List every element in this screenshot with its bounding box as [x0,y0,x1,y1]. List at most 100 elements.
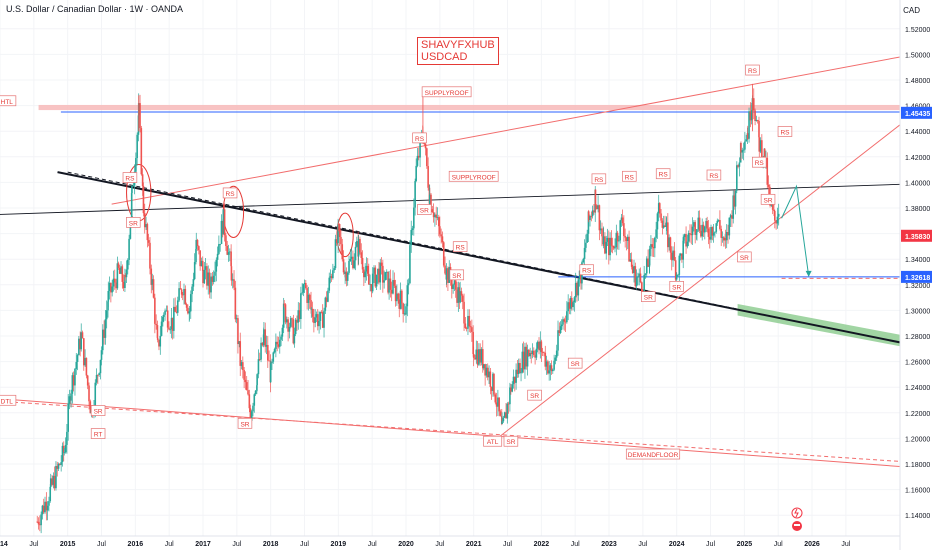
candle [166,310,169,328]
candle [154,297,156,324]
candle [454,280,457,290]
candle [55,465,57,489]
candle [717,220,720,221]
time-tick-label: 2017 [195,541,211,548]
time-tick-label: 2018 [263,541,279,548]
candle [776,216,779,224]
candle [485,367,488,376]
candle [750,110,753,121]
candle [498,397,500,412]
candle [517,362,520,375]
annotation-label: SR [506,439,515,446]
candle [169,329,172,331]
price-tick-label: 1.22000 [905,411,930,418]
candle [706,221,708,229]
candle [337,223,339,244]
candle [472,331,474,354]
candle [775,220,777,224]
candle [76,355,79,362]
candle [417,155,420,158]
candle [350,256,353,259]
candle [275,341,277,350]
candle [393,280,396,286]
candle [539,341,542,351]
candle [755,119,758,121]
candle [530,353,533,355]
candle [366,265,369,274]
candle [204,266,207,270]
candle [442,242,445,266]
candle [263,329,265,335]
candle [89,401,92,414]
candle [365,265,368,272]
annotation-label: SR [129,220,138,227]
candle [567,302,569,312]
candle [135,158,137,172]
candle [338,224,341,237]
candle [621,217,624,224]
chart-title: U.S. Dollar / Canadian Dollar · 1W · OAN… [6,4,184,14]
candle [104,319,107,338]
candle [200,260,203,267]
candle [272,352,275,362]
candle [196,239,199,247]
candle [662,225,665,228]
candle [261,342,264,346]
candle [483,364,485,369]
trendline-3 [0,183,901,215]
candle [384,272,387,281]
candle [387,271,389,293]
candle [614,247,616,249]
trendline-2 [111,56,901,205]
candle [619,220,622,241]
candle [580,270,582,284]
candle [173,306,175,331]
candle [415,165,417,182]
candle [233,279,235,288]
candle [697,217,700,230]
candle [377,268,379,275]
candle [174,306,176,312]
time-tick-label: Jul [232,541,241,548]
candle [763,148,766,162]
candle [674,260,677,280]
candle [147,240,150,243]
candle [634,266,637,287]
annotation-label: RS [415,136,425,143]
candle [595,205,598,210]
annotation-label: DEMANDFLOOR [628,452,679,459]
trendline-7 [0,400,901,462]
candle [476,349,479,365]
candle [117,263,120,268]
candle [132,185,135,187]
flag-stripe [794,524,800,526]
time-tick-label: Jul [706,541,715,548]
candle [281,327,284,337]
annotation-label: RS [594,177,604,184]
trendline-5 [67,171,738,310]
candle [745,139,747,142]
candle [399,290,402,309]
candle [45,501,48,511]
annotation-box [483,435,503,447]
candle [682,237,685,241]
candle [214,271,216,276]
candle [505,412,507,419]
candle [107,290,110,302]
annotation-box [567,357,583,369]
candle [367,273,370,285]
candle [62,445,65,453]
candle [679,253,682,256]
candle [524,346,526,370]
candle [654,237,656,249]
candle [566,311,568,323]
candle [590,216,593,217]
candle [610,237,613,246]
candle [116,263,119,289]
annotation-label: SR [644,295,653,302]
candle [356,241,358,247]
candle [230,266,233,281]
candle [710,227,712,240]
